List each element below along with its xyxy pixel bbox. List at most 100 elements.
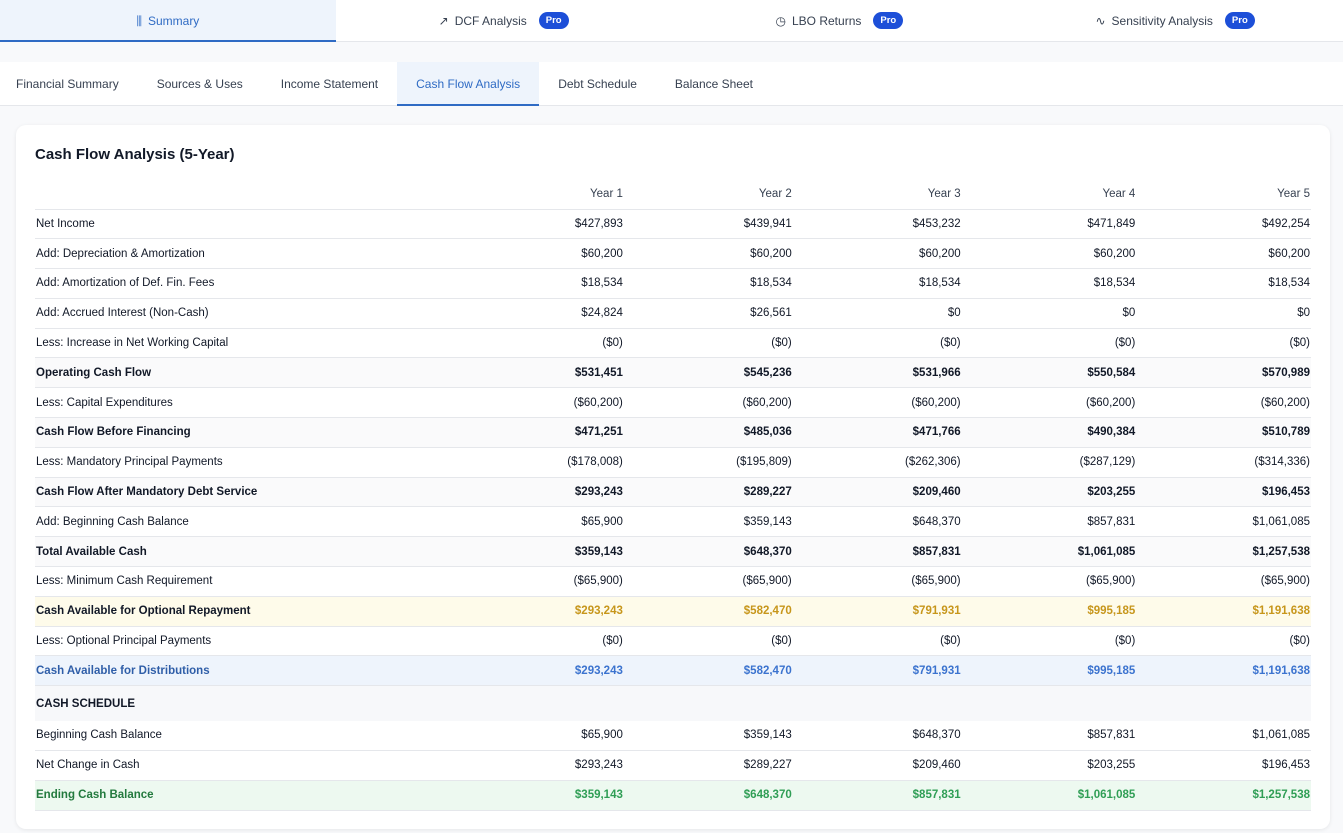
row-label: Less: Increase in Net Working Capital: [35, 328, 455, 359]
table-row-total-available-cash: Total Available Cash $359,143 $648,370 $857…: [35, 536, 1311, 568]
cell-year-1: $65,900: [455, 720, 624, 752]
table-row-less-capital-expenditures: Less: Capital Expenditures ($60,200) ($60,…: [35, 387, 1311, 419]
cell-year-1: $18,534: [455, 268, 624, 299]
row-label: Add: Beginning Cash Balance: [35, 506, 455, 538]
column-header: Year 5: [1136, 180, 1311, 210]
table-row-add-accrued-interest-non-cash: Add: Accrued Interest (Non-Cash) $24,824 $…: [35, 298, 1311, 329]
cell-year-2: $359,143: [623, 506, 793, 538]
row-label: CASH SCHEDULE: [35, 685, 455, 721]
cell-year-1: ($65,900): [455, 566, 624, 597]
cell-year-3: $648,370: [792, 506, 962, 538]
tab-lbo-returns[interactable]: ◷ LBO Returns Pro: [672, 0, 1008, 41]
cell-year-3: ($60,200): [792, 387, 962, 419]
cell-year-2: ($0): [623, 626, 793, 657]
cell-year-2: ($195,809): [623, 447, 793, 478]
cell-year-2: $648,370: [623, 780, 793, 811]
row-label: Total Available Cash: [35, 536, 455, 568]
cell-year-5: $1,061,085: [1136, 720, 1311, 752]
cell-year-5: ($314,336): [1136, 447, 1311, 478]
cell-year-4: $203,255: [961, 750, 1137, 781]
cell-year-4: $1,061,085: [961, 780, 1137, 811]
cell-year-1: $60,200: [455, 238, 624, 270]
cell-year-4: $490,384: [961, 417, 1137, 448]
cell-year-3: ($262,306): [792, 447, 962, 478]
table-row-less-optional-principal-payments: Less: Optional Principal Payments ($0) ($0…: [35, 626, 1311, 657]
trending-up-icon: ↗: [438, 13, 449, 28]
cell-year-1: $65,900: [455, 506, 624, 538]
table-row-cash-schedule: CASH SCHEDULE: [35, 685, 1311, 721]
cell-year-3: $453,232: [792, 209, 962, 240]
row-label: Cash Flow Before Financing: [35, 417, 455, 448]
cell-year-2: [623, 685, 793, 721]
cell-year-1: $293,243: [455, 477, 624, 508]
tab-dcf-analysis[interactable]: ↗ DCF Analysis Pro: [336, 0, 672, 41]
cell-year-3: $209,460: [792, 477, 962, 508]
cell-year-5: $570,989: [1136, 357, 1311, 389]
cell-year-5: $196,453: [1136, 477, 1311, 508]
row-label: Add: Depreciation & Amortization: [35, 238, 455, 270]
cell-year-2: ($60,200): [623, 387, 793, 419]
cell-year-2: $289,227: [623, 750, 793, 781]
cell-year-4: $995,185: [961, 596, 1137, 627]
cell-year-2: $545,236: [623, 357, 793, 389]
cell-year-1: $427,893: [455, 209, 624, 240]
cell-year-3: $791,931: [792, 596, 962, 627]
table-row-add-depreciation-amortization: Add: Depreciation & Amortization $60,200 $…: [35, 238, 1311, 270]
table-row-less-mandatory-principal-payments: Less: Mandatory Principal Payments ($178,…: [35, 447, 1311, 478]
subtab-balance-sheet[interactable]: Balance Sheet: [674, 76, 753, 91]
tab-label: Sensitivity Analysis: [1111, 13, 1213, 28]
top-nav: ⫼ Summary ↗ DCF Analysis Pro ◷ LBO Returns Pro ∿…: [0, 0, 1343, 42]
cell-year-1: [455, 685, 624, 721]
tab-sensitivity-analysis[interactable]: ∿ Sensitivity Analysis Pro: [1007, 0, 1343, 41]
cell-year-1: $359,143: [455, 780, 624, 811]
cell-year-4: ($60,200): [961, 387, 1137, 419]
row-label: Cash Available for Distributions: [35, 655, 455, 687]
tab-summary[interactable]: ⫼ Summary: [0, 0, 336, 42]
row-label: Ending Cash Balance: [35, 780, 455, 811]
table-row-cash-flow-after-mandatory-debt-service: Cash Flow After Mandatory Debt Service $2…: [35, 477, 1311, 508]
subtab-sources-uses[interactable]: Sources & Uses: [156, 76, 243, 91]
cell-year-5: $1,191,638: [1136, 596, 1311, 627]
tab-label: LBO Returns: [792, 13, 862, 28]
cell-year-3: $60,200: [792, 238, 962, 270]
cell-year-3: $531,966: [792, 357, 962, 389]
subtab-income-statement[interactable]: Income Statement: [280, 76, 379, 91]
cell-year-3: ($65,900): [792, 566, 962, 597]
cell-year-5: $0: [1136, 298, 1311, 329]
subtab-cash-flow-analysis[interactable]: Cash Flow Analysis: [397, 62, 540, 106]
cell-year-1: $531,451: [455, 357, 624, 389]
table-row-less-minimum-cash-requirement: Less: Minimum Cash Requirement ($65,900)(…: [35, 566, 1311, 597]
cell-year-3: $791,931: [792, 655, 962, 687]
cell-year-5: $510,789: [1136, 417, 1311, 448]
cell-year-1: $293,243: [455, 750, 624, 781]
table-row-cash-flow-before-financing: Cash Flow Before Financing $471,251 $485,0…: [35, 417, 1311, 448]
cell-year-4: $18,534: [961, 268, 1137, 299]
subtab-financial-summary[interactable]: Financial Summary: [16, 76, 119, 91]
cell-year-1: $359,143: [455, 536, 624, 568]
row-label: Less: Capital Expenditures: [35, 387, 455, 419]
row-label: Beginning Cash Balance: [35, 720, 455, 752]
cell-year-3: ($0): [792, 626, 962, 657]
cash-flow-card: Cash Flow Analysis (5-Year) Year 1 Year 2…: [16, 125, 1330, 829]
cell-year-4: [961, 685, 1137, 721]
cell-year-1: $293,243: [455, 596, 624, 627]
cell-year-4: $857,831: [961, 720, 1137, 752]
cell-year-2: $60,200: [623, 238, 793, 270]
column-header: Year 3: [792, 180, 962, 210]
cell-year-3: $857,831: [792, 780, 962, 811]
tab-label: DCF Analysis: [454, 13, 527, 28]
cell-year-4: $0: [961, 298, 1137, 329]
table-row-cash-available-for-distributions: Cash Available for Distributions $293,243…: [35, 655, 1311, 687]
cell-year-2: $18,534: [623, 268, 793, 299]
cell-year-3: $0: [792, 298, 962, 329]
subtab-debt-schedule[interactable]: Debt Schedule: [558, 76, 637, 91]
cell-year-4: ($287,129): [961, 447, 1137, 478]
table-row-add-amortization-of-def-fin-fees: Add: Amortization of Def. Fin. Fees $18,5…: [35, 268, 1311, 299]
row-label: Operating Cash Flow: [35, 357, 455, 389]
cell-year-2: $439,941: [623, 209, 793, 240]
column-header: [35, 180, 455, 210]
cell-year-2: $485,036: [623, 417, 793, 448]
cell-year-2: $289,227: [623, 477, 793, 508]
row-label: Cash Flow After Mandatory Debt Service: [35, 477, 455, 508]
cell-year-4: $203,255: [961, 477, 1137, 508]
